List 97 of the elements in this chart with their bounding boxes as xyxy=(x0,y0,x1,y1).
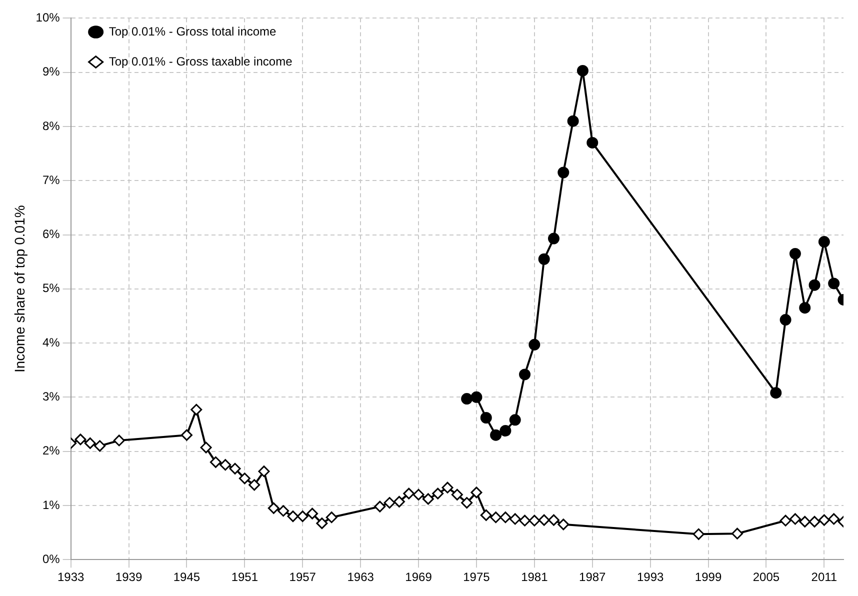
point xyxy=(374,500,386,512)
point xyxy=(306,508,318,520)
point xyxy=(789,513,801,525)
point xyxy=(528,338,540,350)
point xyxy=(780,314,792,326)
point xyxy=(480,412,492,424)
point xyxy=(799,516,811,528)
point xyxy=(538,514,550,526)
point xyxy=(422,493,434,505)
point xyxy=(538,253,550,265)
y-tick-label: 0% xyxy=(42,552,60,566)
point xyxy=(490,429,502,441)
y-tick-label: 10% xyxy=(36,10,60,25)
y-tick-label: 6% xyxy=(42,227,60,242)
point xyxy=(519,368,531,380)
point xyxy=(238,472,250,484)
point xyxy=(548,514,560,526)
point xyxy=(528,514,540,526)
x-tick-label: 1945 xyxy=(173,570,200,584)
point xyxy=(500,512,512,524)
point xyxy=(296,510,308,522)
point xyxy=(113,434,125,446)
point xyxy=(200,442,212,454)
x-tick-label: 1999 xyxy=(694,570,722,584)
legend-label: Top 0.01% - Gross total income xyxy=(108,24,277,38)
point xyxy=(470,391,482,403)
x-tick-label: 1963 xyxy=(347,570,374,584)
point xyxy=(268,502,280,514)
point xyxy=(789,248,801,260)
point xyxy=(461,497,473,509)
point xyxy=(480,509,492,521)
point xyxy=(799,302,811,314)
point xyxy=(490,512,502,524)
x-tick-label: 1987 xyxy=(579,570,606,584)
point xyxy=(770,387,782,399)
y-tick-label: 7% xyxy=(42,172,60,187)
point xyxy=(287,510,299,522)
point xyxy=(384,497,396,509)
point xyxy=(74,434,86,446)
point xyxy=(451,488,463,500)
x-tick-label: 1939 xyxy=(115,570,142,584)
point xyxy=(567,115,579,127)
x-tick-label: 1951 xyxy=(231,570,258,584)
point xyxy=(586,136,598,148)
point xyxy=(818,514,830,526)
point xyxy=(818,236,830,248)
point xyxy=(180,429,192,441)
point xyxy=(442,482,454,494)
point xyxy=(692,528,704,540)
point xyxy=(316,518,328,530)
point xyxy=(229,462,241,474)
point xyxy=(548,232,560,244)
y-tick-label: 9% xyxy=(42,64,60,79)
point xyxy=(412,488,424,500)
legend-label: Top 0.01% - Gross taxable income xyxy=(108,54,293,68)
y-axis-title: Income share of top 0.01% xyxy=(11,205,28,373)
point xyxy=(326,512,338,524)
x-tick-label: 2005 xyxy=(752,570,780,584)
point xyxy=(828,278,840,290)
y-tick-label: 8% xyxy=(42,118,60,133)
point xyxy=(94,440,106,452)
point xyxy=(558,166,570,178)
point xyxy=(190,404,202,416)
x-tick-label: 1957 xyxy=(289,570,316,584)
y-tick-label: 4% xyxy=(42,335,60,350)
point xyxy=(403,488,415,500)
y-tick-label: 1% xyxy=(42,498,60,512)
point xyxy=(432,488,444,500)
point xyxy=(828,513,840,525)
x-tick-label: 1993 xyxy=(636,570,664,584)
x-tick-label: 1969 xyxy=(405,570,432,584)
point xyxy=(509,414,521,426)
point xyxy=(519,514,531,526)
point xyxy=(780,514,792,526)
point xyxy=(470,486,482,498)
point xyxy=(84,437,96,449)
point xyxy=(220,459,232,471)
x-tick-label: 1981 xyxy=(521,570,548,584)
x-tick-label: 1933 xyxy=(57,570,84,584)
point xyxy=(248,479,260,491)
point xyxy=(258,466,270,478)
y-tick-label: 2% xyxy=(42,444,60,458)
point xyxy=(558,518,570,530)
point xyxy=(278,505,290,517)
point xyxy=(576,64,588,76)
point xyxy=(509,513,521,525)
y-tick-label: 5% xyxy=(42,281,60,296)
y-tick-label: 3% xyxy=(42,389,60,404)
point xyxy=(808,516,820,528)
point xyxy=(500,424,512,436)
x-tick-label: 1975 xyxy=(463,570,490,584)
point xyxy=(732,528,744,540)
point xyxy=(393,496,405,508)
point xyxy=(210,456,222,468)
x-tick-label: 2011 xyxy=(811,570,838,584)
point xyxy=(808,279,820,291)
point xyxy=(461,393,473,405)
